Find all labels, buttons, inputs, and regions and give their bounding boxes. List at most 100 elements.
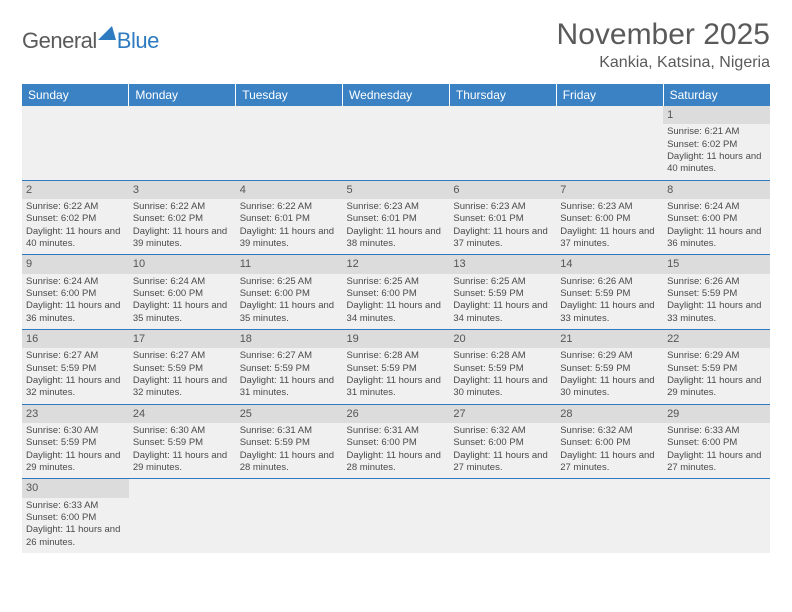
calendar-day-cell: .	[129, 479, 236, 553]
sunset-text: Sunset: 5:59 PM	[453, 363, 552, 375]
sunset-text: Sunset: 6:00 PM	[347, 288, 446, 300]
month-title: November 2025	[557, 18, 770, 52]
day-number: 15	[663, 255, 770, 273]
sunset-text: Sunset: 6:02 PM	[133, 213, 232, 225]
sunset-text: Sunset: 5:59 PM	[26, 437, 125, 449]
calendar-day-cell: 18Sunrise: 6:27 AMSunset: 5:59 PMDayligh…	[236, 330, 343, 405]
sunrise-text: Sunrise: 6:32 AM	[453, 425, 552, 437]
logo-text-general: General	[22, 28, 97, 54]
sunset-text: Sunset: 5:59 PM	[26, 363, 125, 375]
calendar-week-row: 30Sunrise: 6:33 AMSunset: 6:00 PMDayligh…	[22, 479, 770, 553]
calendar-day-cell: .	[22, 106, 129, 180]
sunset-text: Sunset: 6:01 PM	[453, 213, 552, 225]
daylight-text: Daylight: 11 hours and 36 minutes.	[667, 226, 766, 251]
calendar-day-cell: 15Sunrise: 6:26 AMSunset: 5:59 PMDayligh…	[663, 255, 770, 330]
day-header: Monday	[129, 84, 236, 106]
sunset-text: Sunset: 5:59 PM	[347, 363, 446, 375]
day-number: 8	[663, 181, 770, 199]
logo-text-blue: Blue	[117, 28, 159, 54]
calendar-day-cell: 22Sunrise: 6:29 AMSunset: 5:59 PMDayligh…	[663, 330, 770, 405]
day-header: Friday	[556, 84, 663, 106]
sunrise-text: Sunrise: 6:22 AM	[26, 201, 125, 213]
daylight-text: Daylight: 11 hours and 38 minutes.	[347, 226, 446, 251]
day-number: 25	[236, 405, 343, 423]
daylight-text: Daylight: 11 hours and 29 minutes.	[133, 450, 232, 475]
daylight-text: Daylight: 11 hours and 30 minutes.	[453, 375, 552, 400]
sunset-text: Sunset: 5:59 PM	[667, 288, 766, 300]
calendar-week-row: 9Sunrise: 6:24 AMSunset: 6:00 PMDaylight…	[22, 255, 770, 330]
day-header: Tuesday	[236, 84, 343, 106]
day-number: 1	[663, 106, 770, 124]
calendar-day-cell: 20Sunrise: 6:28 AMSunset: 5:59 PMDayligh…	[449, 330, 556, 405]
day-number: 17	[129, 330, 236, 348]
daylight-text: Daylight: 11 hours and 26 minutes.	[26, 524, 125, 549]
calendar-day-cell: 10Sunrise: 6:24 AMSunset: 6:00 PMDayligh…	[129, 255, 236, 330]
daylight-text: Daylight: 11 hours and 40 minutes.	[26, 226, 125, 251]
daylight-text: Daylight: 11 hours and 37 minutes.	[453, 226, 552, 251]
calendar-day-cell: 4Sunrise: 6:22 AMSunset: 6:01 PMDaylight…	[236, 180, 343, 255]
sunrise-text: Sunrise: 6:24 AM	[133, 276, 232, 288]
sunset-text: Sunset: 6:00 PM	[560, 437, 659, 449]
sunset-text: Sunset: 6:00 PM	[240, 288, 339, 300]
sunrise-text: Sunrise: 6:33 AM	[26, 500, 125, 512]
calendar-day-cell: 2Sunrise: 6:22 AMSunset: 6:02 PMDaylight…	[22, 180, 129, 255]
sunrise-text: Sunrise: 6:25 AM	[347, 276, 446, 288]
calendar-day-cell: 16 Sunrise: 6:27 AMSunset: 5:59 PMDayligh…	[22, 330, 129, 405]
calendar-day-cell: 21Sunrise: 6:29 AMSunset: 5:59 PMDayligh…	[556, 330, 663, 405]
day-number: 24	[129, 405, 236, 423]
day-number: 30	[22, 479, 129, 497]
sunset-text: Sunset: 5:59 PM	[560, 363, 659, 375]
sunrise-text: Sunrise: 6:28 AM	[347, 350, 446, 362]
calendar-day-cell: 13Sunrise: 6:25 AMSunset: 5:59 PMDayligh…	[449, 255, 556, 330]
daylight-text: Daylight: 11 hours and 39 minutes.	[133, 226, 232, 251]
sunset-text: Sunset: 6:01 PM	[347, 213, 446, 225]
calendar-day-cell: 9Sunrise: 6:24 AMSunset: 6:00 PMDaylight…	[22, 255, 129, 330]
sunset-text: Sunset: 6:02 PM	[667, 139, 766, 151]
day-number: 5	[343, 181, 450, 199]
daylight-text: Daylight: 11 hours and 30 minutes.	[560, 375, 659, 400]
sunrise-text: Sunrise: 6:24 AM	[667, 201, 766, 213]
daylight-text: Daylight: 11 hours and 34 minutes.	[347, 300, 446, 325]
sunrise-text: Sunrise: 6:21 AM	[667, 126, 766, 138]
calendar-day-cell: 11Sunrise: 6:25 AMSunset: 6:00 PMDayligh…	[236, 255, 343, 330]
sunrise-text: Sunrise: 6:32 AM	[560, 425, 659, 437]
calendar-day-cell: 3 Sunrise: 6:22 AMSunset: 6:02 PMDaylight…	[129, 180, 236, 255]
daylight-text: Daylight: 11 hours and 40 minutes.	[667, 151, 766, 176]
calendar-day-cell: .	[129, 106, 236, 180]
calendar-day-cell: 1 Sunrise: 6:21 AMSunset: 6:02 PMDaylight…	[663, 106, 770, 180]
day-number: 4	[236, 181, 343, 199]
calendar-day-cell: .	[449, 106, 556, 180]
sunrise-text: Sunrise: 6:33 AM	[667, 425, 766, 437]
daylight-text: Daylight: 11 hours and 27 minutes.	[667, 450, 766, 475]
daylight-text: Daylight: 11 hours and 28 minutes.	[240, 450, 339, 475]
sunset-text: Sunset: 5:59 PM	[240, 363, 339, 375]
sunset-text: Sunset: 6:00 PM	[347, 437, 446, 449]
calendar-day-cell: 8Sunrise: 6:24 AMSunset: 6:00 PMDaylight…	[663, 180, 770, 255]
sunrise-text: Sunrise: 6:27 AM	[26, 350, 125, 362]
day-number: 11	[236, 255, 343, 273]
sunrise-text: Sunrise: 6:31 AM	[347, 425, 446, 437]
calendar-day-cell: 23Sunrise: 6:30 AMSunset: 5:59 PMDayligh…	[22, 404, 129, 479]
sunrise-text: Sunrise: 6:24 AM	[26, 276, 125, 288]
sunset-text: Sunset: 6:00 PM	[560, 213, 659, 225]
sunset-text: Sunset: 5:59 PM	[133, 437, 232, 449]
day-number: 16	[22, 330, 129, 348]
header: General Blue November 2025 Kankia, Katsi…	[22, 18, 770, 72]
sunset-text: Sunset: 6:01 PM	[240, 213, 339, 225]
sunrise-text: Sunrise: 6:27 AM	[133, 350, 232, 362]
calendar-day-cell: 6Sunrise: 6:23 AMSunset: 6:01 PMDaylight…	[449, 180, 556, 255]
daylight-text: Daylight: 11 hours and 35 minutes.	[240, 300, 339, 325]
calendar-week-row: ......1Sunrise: 6:21 AMSunset: 6:02 PMDa…	[22, 106, 770, 180]
day-number: 18	[236, 330, 343, 348]
calendar-day-cell: 30Sunrise: 6:33 AMSunset: 6:00 PMDayligh…	[22, 479, 129, 553]
day-number: 12	[343, 255, 450, 273]
calendar-day-cell: 19Sunrise: 6:28 AMSunset: 5:59 PMDayligh…	[343, 330, 450, 405]
day-number: 19	[343, 330, 450, 348]
day-number: 3	[129, 181, 236, 199]
sunrise-text: Sunrise: 6:22 AM	[133, 201, 232, 213]
calendar-day-cell: 5Sunrise: 6:23 AMSunset: 6:01 PMDaylight…	[343, 180, 450, 255]
sunrise-text: Sunrise: 6:29 AM	[667, 350, 766, 362]
calendar-day-cell: .	[236, 479, 343, 553]
daylight-text: Daylight: 11 hours and 32 minutes.	[26, 375, 125, 400]
day-number: 21	[556, 330, 663, 348]
